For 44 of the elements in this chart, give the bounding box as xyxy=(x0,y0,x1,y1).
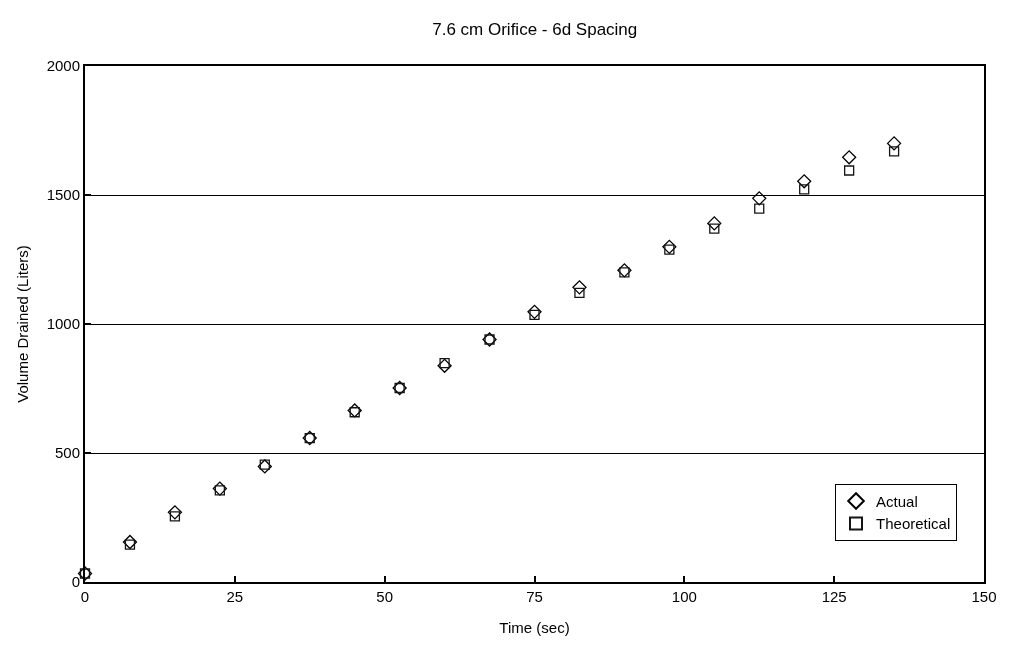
point xyxy=(574,287,585,298)
x-tick-label: 50 xyxy=(376,588,394,605)
point xyxy=(257,459,272,474)
point xyxy=(617,263,632,278)
point xyxy=(799,184,810,195)
point xyxy=(619,267,630,278)
point xyxy=(124,539,136,550)
y-tick-label: 2000 xyxy=(46,57,80,75)
point xyxy=(347,403,362,418)
point xyxy=(844,165,855,176)
point xyxy=(707,216,722,231)
point xyxy=(349,407,360,418)
point xyxy=(664,244,675,255)
point xyxy=(754,203,765,214)
y-tick-label: 1500 xyxy=(46,186,80,204)
point xyxy=(886,136,902,151)
point xyxy=(842,150,857,165)
point xyxy=(752,191,767,206)
y-tick-label: 0 xyxy=(71,573,80,591)
y-tick-label: 500 xyxy=(54,444,80,462)
y-axis-title: Volume Drained (Liters) xyxy=(14,245,32,403)
x-axis-title: Time (sec) xyxy=(499,618,570,636)
point xyxy=(527,304,542,320)
point xyxy=(888,146,900,157)
point xyxy=(709,223,720,234)
point xyxy=(122,534,138,550)
chart-title: 7.6 cm Orifice - 6d Spacing xyxy=(432,20,638,40)
point xyxy=(167,505,183,520)
x-tick-label: 100 xyxy=(671,588,697,605)
point xyxy=(662,239,677,255)
x-tick-label: 125 xyxy=(821,588,847,605)
y-tick-label: 1000 xyxy=(46,315,80,333)
legend-label: Theoretical xyxy=(876,515,951,533)
point xyxy=(437,358,452,373)
point xyxy=(529,309,540,321)
legend-label: Actual xyxy=(876,492,918,510)
point xyxy=(439,358,450,369)
point xyxy=(212,481,227,496)
point xyxy=(572,280,587,295)
point xyxy=(797,174,812,189)
x-tick-label: 75 xyxy=(526,588,543,605)
x-tick-label: 25 xyxy=(226,588,244,605)
point xyxy=(169,511,181,522)
x-tick-label: 150 xyxy=(971,588,997,605)
